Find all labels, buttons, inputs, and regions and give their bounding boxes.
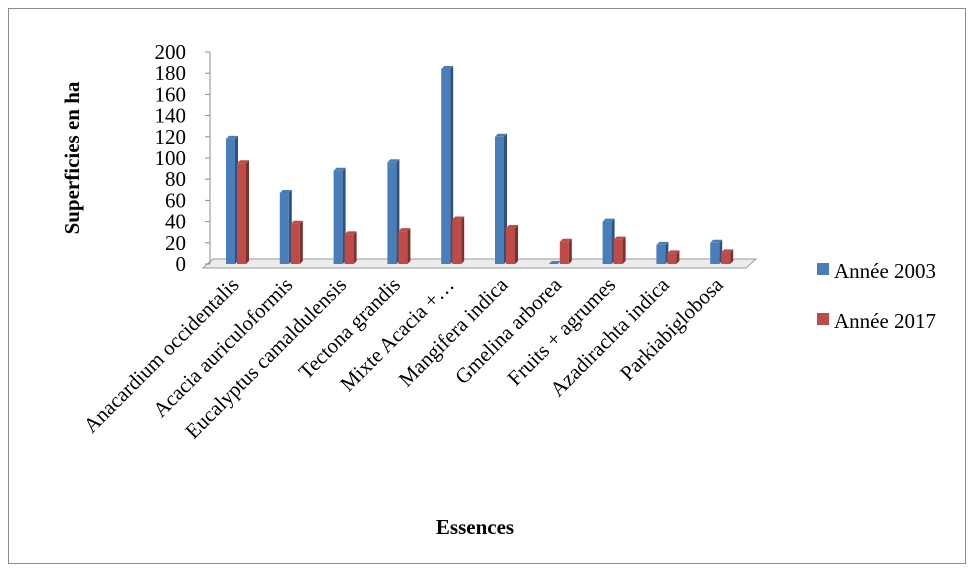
legend-swatch-2003 xyxy=(817,263,829,275)
bar-2003 xyxy=(441,65,454,265)
bar-2003 xyxy=(226,135,238,264)
bar-2003 xyxy=(495,133,507,264)
bar-2003 xyxy=(387,159,400,264)
bar-2003 xyxy=(279,189,292,264)
x-axis-title: Essences xyxy=(436,515,514,539)
bar-2003 xyxy=(548,261,561,264)
y-axis-title: Superficies en ha xyxy=(60,81,84,234)
y-tick-label: 180 xyxy=(155,61,187,85)
y-tick-label: 60 xyxy=(165,188,186,212)
bar-2017 xyxy=(721,249,734,264)
legend-swatch-2017 xyxy=(817,313,829,325)
bar-2017 xyxy=(613,236,626,264)
y-tick-label: 20 xyxy=(165,231,186,255)
bar-2017 xyxy=(559,238,572,264)
bar-2017 xyxy=(667,250,680,264)
y-tick-label: 100 xyxy=(155,146,187,170)
bar-2017 xyxy=(237,160,249,264)
y-tick-label: 140 xyxy=(155,104,187,128)
bar-2017 xyxy=(506,224,518,264)
legend-label-2017: Année 2017 xyxy=(834,309,936,333)
y-tick-label: 80 xyxy=(165,167,186,191)
bar-2017 xyxy=(398,228,411,264)
y-tick-label: 160 xyxy=(155,82,187,106)
bar-2017 xyxy=(344,231,357,264)
chart-frame xyxy=(8,8,966,564)
bar-2017 xyxy=(452,216,465,264)
y-tick-label: 200 xyxy=(155,40,187,64)
legend-label-2003: Année 2003 xyxy=(834,259,936,283)
y-tick-label: 40 xyxy=(165,210,186,234)
y-tick-label: 0 xyxy=(176,252,187,276)
bar-2003 xyxy=(333,167,346,264)
bar-2003 xyxy=(710,239,723,264)
bar-2003 xyxy=(656,241,669,264)
y-tick-label: 120 xyxy=(155,125,187,149)
bar-2017 xyxy=(290,220,303,264)
legend: Année 2003 Année 2017 xyxy=(817,259,936,333)
bar-2003 xyxy=(602,218,615,264)
